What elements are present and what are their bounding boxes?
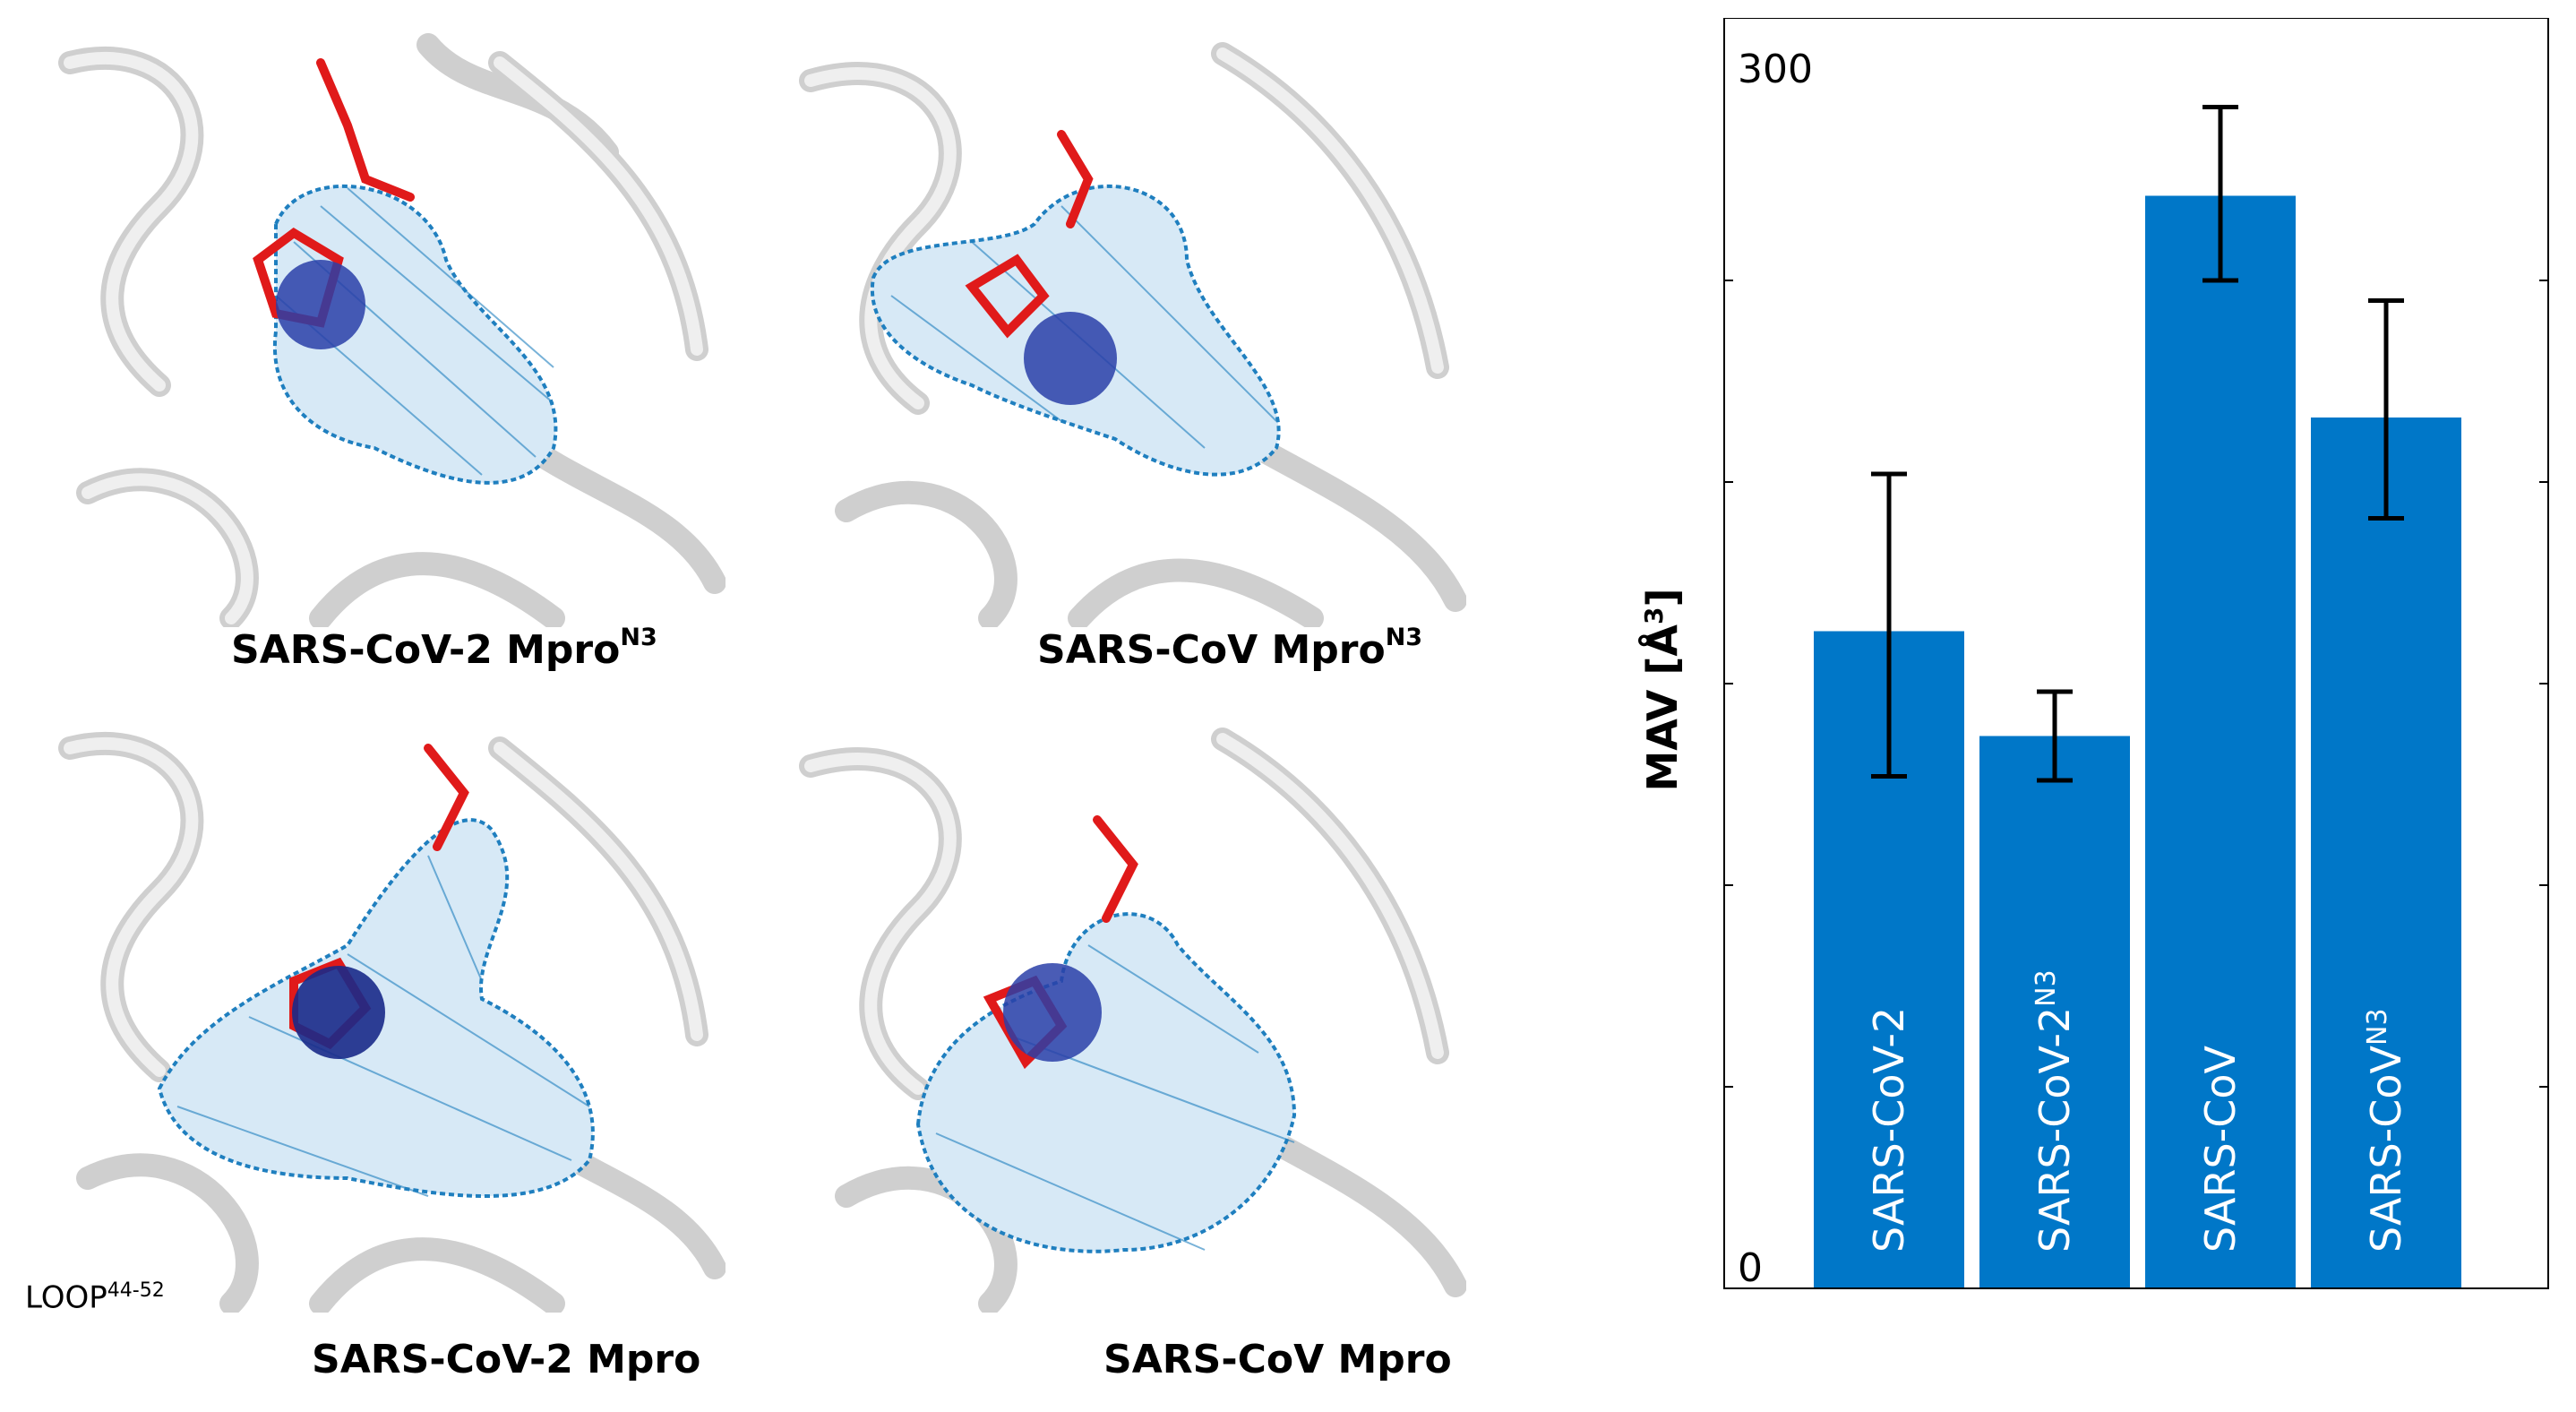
pocket-mesh-icon: [272, 184, 558, 485]
probe-sphere-icon: [1024, 312, 1117, 405]
bar-2: [1979, 736, 2130, 1288]
protein-ribbon-icon: [799, 728, 1466, 1313]
panel-label-sup: N3: [620, 624, 657, 652]
y-axis-label-close: ]: [1638, 588, 1687, 607]
ligand-stick-icon: [965, 130, 1094, 339]
y-tick-label-0: 0: [1738, 1245, 1763, 1291]
error-bar-1: [1871, 471, 1907, 779]
bar-label-4: SARS-CoVN3: [2362, 1008, 2410, 1253]
pocket-mesh-icon: [915, 912, 1297, 1253]
bar-label-1: SARS-CoV-2: [1865, 1007, 1913, 1253]
probe-sphere-icon: [292, 966, 385, 1059]
panel-label-3: SARS-CoV-2 Mpro: [312, 1337, 700, 1382]
bar-label-3: SARS-CoV: [2196, 1045, 2245, 1253]
error-bar-2: [2037, 689, 2073, 783]
y-axis-label-text: MAV [Å: [1638, 624, 1687, 792]
structure-panel-sars-cov-2-mpro-n3: [52, 27, 726, 627]
bar-3: [2145, 195, 2296, 1288]
protein-ribbon-icon: [799, 42, 1466, 627]
panel-label-text: SARS-CoV Mpro: [1037, 627, 1386, 673]
y-tick-label-300: 300: [1738, 47, 1813, 92]
protein-ribbon-icon: [58, 732, 726, 1313]
plot-frame: [1723, 18, 2549, 1289]
panel-label-2: SARS-CoV MproN3: [1037, 624, 1423, 673]
error-bar-3: [2202, 105, 2238, 283]
structure-panel-sars-cov-2-mpro: [52, 712, 726, 1313]
probe-sphere-icon: [1003, 963, 1102, 1062]
protein-ribbon-icon: [58, 33, 726, 627]
loop-label: LOOP44-52: [25, 1279, 165, 1315]
panel-label-text: SARS-CoV-2 Mpro: [231, 627, 621, 673]
panel-label-1: SARS-CoV-2 MproN3: [231, 624, 657, 673]
bar-4: [2311, 418, 2461, 1288]
structure-panel-sars-cov-mpro: [793, 712, 1466, 1313]
error-bar-4: [2368, 298, 2404, 521]
panel-label-4: SARS-CoV Mpro: [1103, 1337, 1452, 1382]
loop-label-text: LOOP: [25, 1279, 107, 1316]
panel-label-sup: N3: [1385, 624, 1423, 652]
panel-label-text: SARS-CoV Mpro: [1103, 1337, 1452, 1382]
mav-bar-chart: SARS-CoV-2 SARS-CoV-2N3 SARS-CoV SARS-CoVN3…: [1638, 18, 2549, 1291]
bar-label-2: SARS-CoV-2N3: [2031, 969, 2079, 1253]
y-axis-label: MAV [Å3]: [1638, 588, 1687, 791]
probe-sphere-icon: [276, 260, 365, 349]
panel-label-text: SARS-CoV-2 Mpro: [312, 1337, 701, 1382]
loop-label-sup: 44-52: [107, 1279, 165, 1302]
y-axis-label-sup: 3: [1639, 607, 1669, 624]
structure-panel-sars-cov-mpro-n3: [793, 27, 1466, 627]
